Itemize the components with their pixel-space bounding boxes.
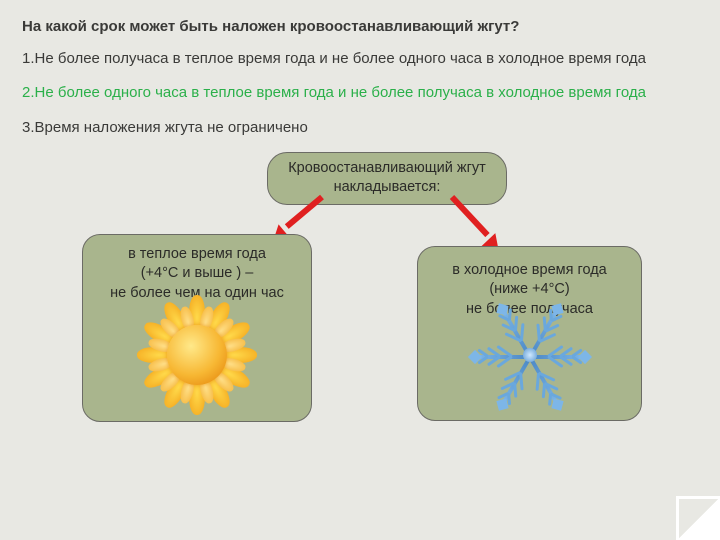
snowflake-icon xyxy=(475,300,585,410)
bubble-warm: в теплое время года (+4°С и выше ) – не … xyxy=(82,234,312,422)
bubble-top-line2: накладывается: xyxy=(334,179,441,195)
option-2: 2.Не более одного часа в теплое время го… xyxy=(22,83,698,103)
bubble-top: Кровоостанавливающий жгут накладывается: xyxy=(267,152,507,205)
bubble-cold: в холодное время года (ниже +4°С) не бол… xyxy=(417,246,642,421)
option-3: 3.Время наложения жгута не ограничено xyxy=(22,118,698,138)
sun-icon xyxy=(137,295,257,415)
cold-line1: в холодное время года xyxy=(452,262,606,278)
bubble-top-line1: Кровоостанавливающий жгут xyxy=(288,160,486,176)
diagram: Кровоостанавливающий жгут накладывается:… xyxy=(22,152,698,432)
cold-line2: (ниже +4°С) xyxy=(489,281,569,297)
option-1: 1.Не более получаса в теплое время года … xyxy=(22,49,698,69)
warm-line2: (+4°С и выше ) – xyxy=(141,265,254,281)
warm-line1: в теплое время года xyxy=(128,246,266,262)
page-corner-decoration xyxy=(676,496,720,540)
question-text: На какой срок может быть наложен кровоос… xyxy=(22,18,698,35)
